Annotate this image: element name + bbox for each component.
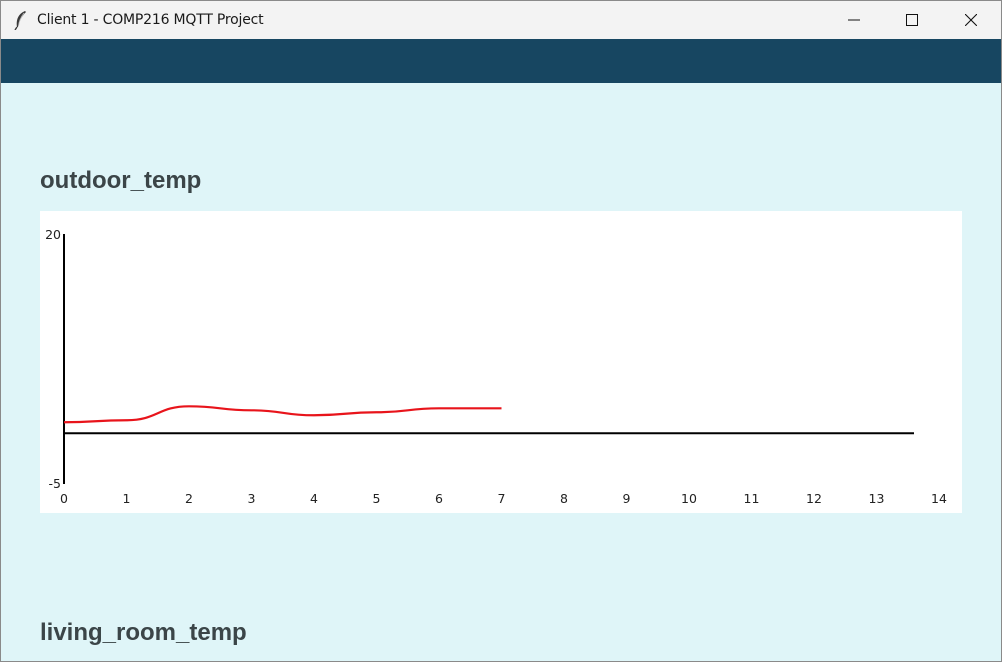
- feather-icon: [14, 11, 26, 30]
- living-room-temp-title: living_room_temp: [40, 619, 247, 646]
- x-tick-label: 7: [498, 491, 506, 506]
- x-tick-label: 10: [681, 491, 697, 506]
- title-bar[interactable]: Client 1 - COMP216 MQTT Project: [1, 1, 1001, 39]
- x-tick-label: 11: [744, 491, 760, 506]
- x-tick-label: 4: [310, 491, 318, 506]
- y-tick-label: 20: [45, 227, 61, 242]
- outdoor-temp-title: outdoor_temp: [40, 167, 202, 194]
- x-tick-label: 12: [806, 491, 822, 506]
- minimize-button[interactable]: [825, 1, 883, 39]
- x-tick-label: 5: [373, 491, 381, 506]
- x-tick-label: 9: [623, 491, 631, 506]
- x-tick-label: 6: [435, 491, 443, 506]
- y-tick-label: -5: [49, 476, 61, 491]
- outdoor-temp-chart: 20 -5 0 1 2 3 4 5 6 7 8 9 10 11 12 13 14: [40, 211, 962, 513]
- nav-bar: [1, 39, 1001, 83]
- x-tick-label: 3: [248, 491, 256, 506]
- maximize-icon: [906, 14, 918, 26]
- x-tick-label: 13: [869, 491, 885, 506]
- maximize-button[interactable]: [883, 1, 941, 39]
- window-title: Client 1 - COMP216 MQTT Project: [37, 12, 264, 28]
- close-icon: [965, 14, 977, 26]
- line-chart: 20-50 1 2 3 4 5 6 7 8 9 10 11 12 13 14: [45, 227, 947, 506]
- series-line: [63, 405, 502, 424]
- x-tick-label: 2: [185, 491, 193, 506]
- x-tick-label: 1: [123, 491, 131, 506]
- main-content: outdoor_temp 20 -5 0 1 2 3 4 5 6 7 8 9 10 11 12 13 14 li…: [1, 83, 1001, 661]
- x-tick-label: 8: [560, 491, 568, 506]
- x-tick-label: 0: [60, 491, 68, 506]
- x-tick-label: 14: [931, 491, 947, 506]
- close-button[interactable]: [942, 1, 1000, 39]
- minimize-icon: [848, 19, 860, 21]
